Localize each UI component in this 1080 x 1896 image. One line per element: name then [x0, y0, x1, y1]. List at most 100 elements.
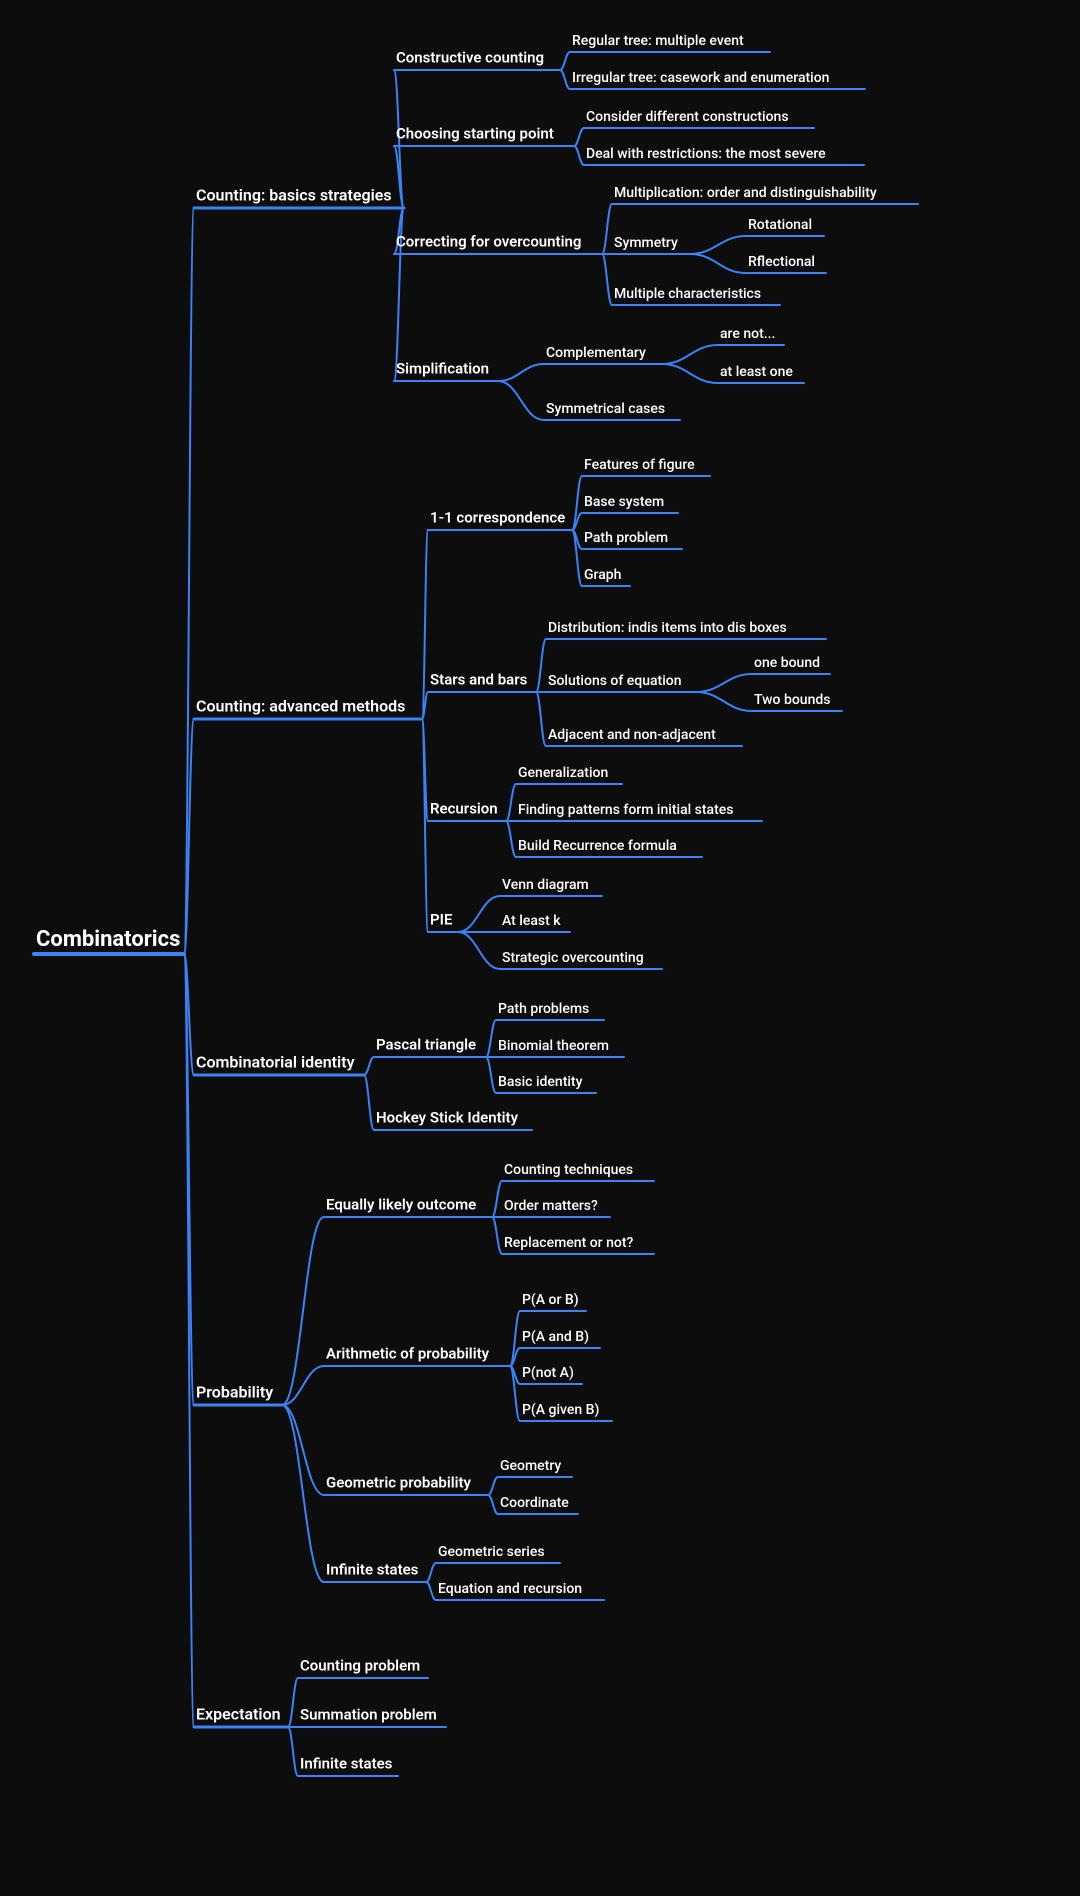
node-label: Symmetry	[614, 235, 678, 251]
node-label: Generalization	[518, 765, 608, 781]
node-label: one bound	[754, 655, 820, 671]
branches-layer	[184, 52, 752, 1776]
node-label: Choosing starting point	[396, 125, 554, 143]
node-label: Rotational	[748, 217, 812, 233]
node-label: Expectation	[196, 1705, 281, 1724]
node-label: Equally likely outcome	[326, 1196, 476, 1214]
branch	[492, 1217, 502, 1254]
node-label: Venn diagram	[502, 877, 589, 893]
branch	[498, 381, 544, 420]
node-label: Hockey Stick Identity	[376, 1109, 519, 1127]
node-label: Combinatorics	[36, 927, 180, 952]
branch	[506, 784, 516, 821]
node-label: Stars and bars	[430, 671, 528, 689]
node-label: Multiplication: order and distinguishabi…	[614, 185, 877, 201]
branch	[662, 345, 718, 364]
node-label: Complementary	[546, 345, 646, 361]
node-label: Counting: advanced methods	[196, 697, 405, 716]
node-label: P(A given B)	[522, 1402, 600, 1418]
node-label: Infinite states	[300, 1755, 393, 1773]
node-label: Replacement or not?	[504, 1235, 634, 1251]
node-label: Summation problem	[300, 1706, 437, 1724]
node-label: Regular tree: multiple event	[572, 33, 744, 49]
branch	[426, 1563, 436, 1582]
node-label: Deal with restrictions: the most severe	[586, 146, 826, 162]
node-label: Path problems	[498, 1001, 589, 1017]
branch	[662, 364, 718, 383]
node-label: Coordinate	[500, 1495, 569, 1511]
node-label: Finding patterns form initial states	[518, 802, 733, 818]
node-label: Solutions of equation	[548, 673, 682, 689]
node-label: Combinatorial identity	[196, 1053, 355, 1072]
nodes-layer: Combinatorics Counting: basics strategies…	[34, 33, 918, 1776]
branch	[602, 204, 612, 254]
branch	[560, 52, 570, 70]
branch	[364, 1075, 374, 1130]
node-label: Basic identity	[498, 1074, 583, 1090]
branch	[288, 1678, 298, 1727]
mindmap-diagram: Combinatorics Counting: basics strategies…	[0, 0, 1080, 1896]
node-label: Infinite states	[326, 1561, 419, 1579]
node-label: Correcting for overcounting	[396, 233, 581, 251]
branch	[574, 128, 584, 146]
branch	[364, 1057, 374, 1075]
branch	[488, 1495, 498, 1514]
branch	[282, 1405, 324, 1582]
node-label: Strategic overcounting	[502, 950, 644, 966]
node-label: P(A and B)	[522, 1329, 589, 1345]
node-label: Binomial theorem	[498, 1038, 609, 1054]
node-label: Recursion	[430, 800, 498, 818]
branch	[560, 70, 570, 89]
branch	[488, 1477, 498, 1495]
branch	[506, 821, 516, 857]
node-label: Build Recurrence formula	[518, 838, 677, 854]
branch	[696, 674, 752, 692]
node-label: P(not A)	[522, 1365, 574, 1381]
node-label: Counting techniques	[504, 1162, 633, 1178]
node-label: PIE	[430, 911, 453, 929]
node-label: Counting: basics strategies	[196, 186, 392, 205]
branch	[536, 639, 546, 692]
branch	[288, 1727, 298, 1776]
node-label: Base system	[584, 494, 664, 510]
node-label: Distribution: indis items into dis boxes	[548, 620, 787, 636]
node-label: Probability	[196, 1383, 273, 1402]
node-label: Two bounds	[754, 692, 830, 708]
branch	[690, 236, 746, 254]
node-label: Order matters?	[504, 1198, 598, 1214]
branch	[486, 1020, 496, 1057]
branch	[690, 254, 746, 273]
node-label: Rflectional	[748, 254, 815, 270]
node-label: Counting problem	[300, 1657, 420, 1675]
branch	[498, 364, 544, 381]
node-label: Constructive counting	[396, 49, 544, 67]
branch	[458, 932, 500, 969]
branch	[422, 530, 428, 719]
node-label: Simplification	[396, 360, 489, 378]
node-label: Graph	[584, 567, 621, 583]
branch	[426, 1582, 436, 1600]
node-label: Geometry	[500, 1458, 561, 1474]
node-label: Equation and recursion	[438, 1581, 582, 1597]
node-label: Symmetrical cases	[546, 401, 665, 417]
node-label: Multiple characteristics	[614, 286, 761, 302]
node-label: Path problem	[584, 530, 668, 546]
branch	[536, 692, 546, 746]
node-label: At least k	[502, 913, 561, 929]
node-label: Adjacent and non-adjacent	[548, 727, 716, 743]
node-label: are not...	[720, 326, 775, 342]
branch	[696, 692, 752, 711]
node-label: Arithmetic of probability	[326, 1345, 490, 1363]
node-label: 1-1 correspondence	[430, 509, 565, 527]
branch	[282, 1217, 324, 1405]
branch	[602, 254, 612, 305]
node-label: Features of figure	[584, 457, 695, 473]
branch	[492, 1181, 502, 1217]
node-label: Geometric probability	[326, 1474, 472, 1492]
node-label: P(A or B)	[522, 1292, 579, 1308]
branch	[458, 896, 500, 932]
node-label: Irregular tree: casework and enumeration	[572, 70, 829, 86]
branch	[486, 1057, 496, 1093]
branch	[574, 146, 584, 165]
node-label: Geometric series	[438, 1544, 545, 1560]
